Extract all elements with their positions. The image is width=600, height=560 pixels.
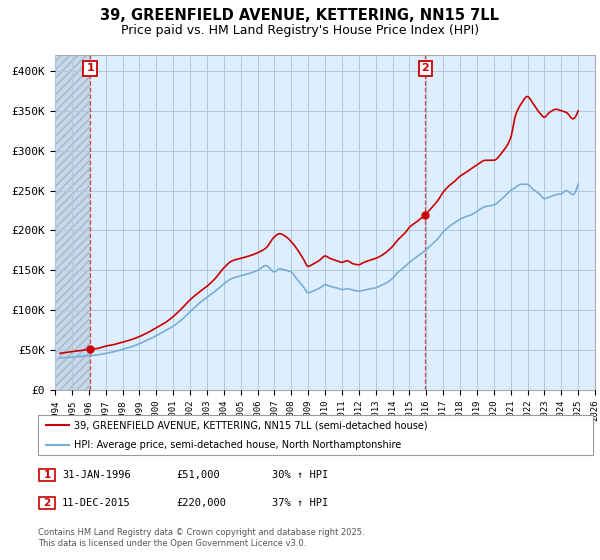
Text: 31-JAN-1996: 31-JAN-1996 xyxy=(62,470,131,480)
Text: 37% ↑ HPI: 37% ↑ HPI xyxy=(272,498,328,508)
Text: HPI: Average price, semi-detached house, North Northamptonshire: HPI: Average price, semi-detached house,… xyxy=(74,440,401,450)
Text: 2: 2 xyxy=(43,498,50,508)
Text: 1: 1 xyxy=(43,470,50,480)
Text: 39, GREENFIELD AVENUE, KETTERING, NN15 7LL (semi-detached house): 39, GREENFIELD AVENUE, KETTERING, NN15 7… xyxy=(74,420,428,430)
Text: £220,000: £220,000 xyxy=(176,498,226,508)
Text: Price paid vs. HM Land Registry's House Price Index (HPI): Price paid vs. HM Land Registry's House … xyxy=(121,24,479,36)
Text: 30% ↑ HPI: 30% ↑ HPI xyxy=(272,470,328,480)
Text: 2: 2 xyxy=(422,63,429,73)
Text: 1: 1 xyxy=(86,63,94,73)
Text: 39, GREENFIELD AVENUE, KETTERING, NN15 7LL: 39, GREENFIELD AVENUE, KETTERING, NN15 7… xyxy=(101,8,499,24)
Text: Contains HM Land Registry data © Crown copyright and database right 2025.
This d: Contains HM Land Registry data © Crown c… xyxy=(38,528,365,548)
Text: 11-DEC-2015: 11-DEC-2015 xyxy=(62,498,131,508)
Text: £51,000: £51,000 xyxy=(176,470,220,480)
Bar xyxy=(55,55,90,390)
